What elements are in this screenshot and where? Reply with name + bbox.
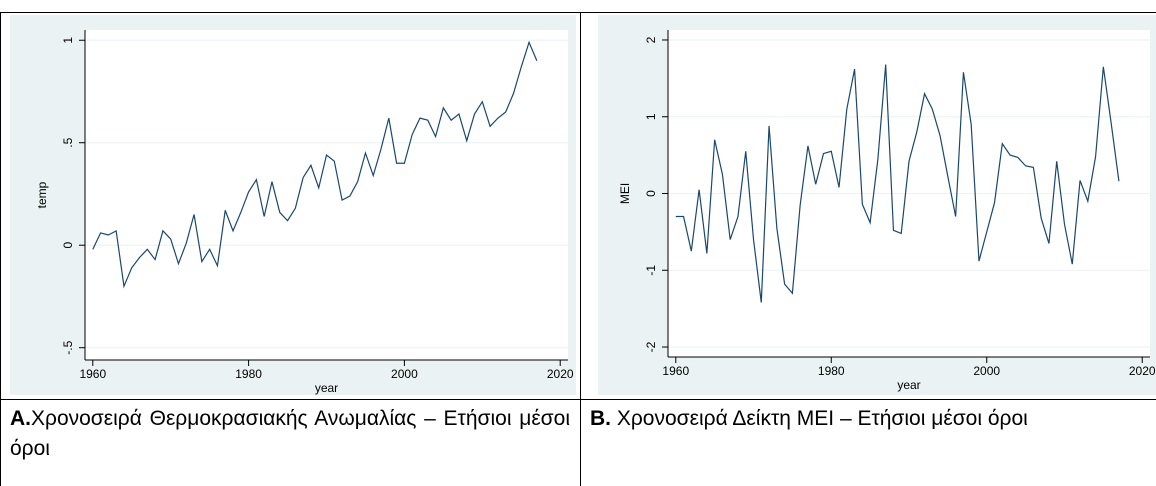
- charts: -.5 0 .5 1 1960 1980 2000 2020 year temp -2 -1 0 1 2 19…: [10, 15, 1156, 395]
- caption-label: B.: [590, 407, 611, 430]
- caption-text: Χρονοσειρά Θερμοκρασιακής Ανωμαλίας – Ετ…: [10, 407, 570, 460]
- y-tick-label: 1: [644, 113, 658, 120]
- x-axis-title: year: [315, 381, 338, 395]
- caption: B. Χρονοσειρά Δείκτη MEI – Ετήσιοι μέσοι…: [590, 404, 1150, 434]
- y-tick-label: 0: [644, 190, 658, 197]
- y-axis-title: temp: [35, 181, 49, 208]
- x-tick-label: 2000: [391, 367, 418, 381]
- y-tick-label: -2: [644, 341, 658, 352]
- table-border: [0, 12, 1, 486]
- caption: A.Χρονοσειρά Θερμοκρασιακής Ανωμαλίας – …: [10, 404, 570, 464]
- data-line: [92, 40, 538, 289]
- table-border: [0, 399, 1156, 400]
- x-tick-label: 2000: [973, 364, 1000, 378]
- caption-label: A.: [10, 407, 31, 430]
- y-tick-label: 2: [644, 36, 658, 43]
- y-axis-title: MEI: [618, 183, 632, 204]
- caption-text: Χρονοσειρά Δείκτη MEI – Ετήσιοι μέσοι όρ…: [616, 407, 1028, 430]
- y-tick-label: -1: [644, 265, 658, 276]
- plot-area: [85, 30, 568, 360]
- x-tick-label: 2020: [1129, 364, 1156, 378]
- y-tick-label: 0: [61, 242, 75, 249]
- x-axis-title: year: [897, 378, 920, 392]
- table-border: [580, 12, 581, 486]
- x-tick-label: 1980: [235, 367, 262, 381]
- y-tick-label: -.5: [61, 340, 75, 354]
- data-line: [675, 64, 1120, 303]
- x-tick-label: 1960: [662, 364, 689, 378]
- x-tick-label: 1960: [79, 367, 106, 381]
- x-tick-label: 1980: [818, 364, 845, 378]
- x-tick-label: 2020: [547, 367, 574, 381]
- y-tick-label: 1: [61, 37, 75, 44]
- y-tick-label: .5: [61, 137, 75, 147]
- table-border: [0, 12, 1156, 13]
